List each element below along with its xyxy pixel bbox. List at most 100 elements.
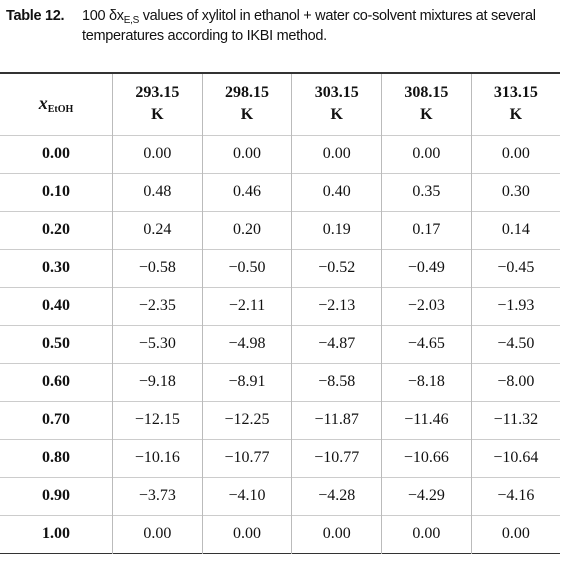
table-cell: 0.00 [201,514,292,553]
header-temperature: 298.15 [225,84,270,102]
table-cell: −3.73 [112,476,203,515]
header-cell: 308.15 K [381,72,472,135]
table-cell: 0.14 [470,210,560,249]
table-cell: −2.35 [112,286,203,325]
caption-prefix: 100 δx [82,8,124,24]
table-row: 0.60 −9.18 −8.91 −8.58 −8.18 −8.00 [0,362,560,401]
table-cell: −10.77 [291,438,382,477]
table-cell: 0.48 [112,172,203,211]
table-cell: 0.00 [470,134,560,173]
header-cell: 313.15 K [470,72,560,135]
header-cell: 293.15 K [112,72,203,135]
table-cell: −8.91 [201,362,292,401]
header-cell: 303.15 K [291,72,382,135]
caption-rest: values of xylitol in ethanol + water co-… [82,8,536,44]
table-cell: 0.35 [381,172,472,211]
table-cell: 0.20 [201,210,292,249]
table-cell: −12.15 [112,400,203,439]
caption-text: 100 δxE,S values of xylitol in ethanol +… [82,6,552,46]
table-row: 0.20 0.24 0.20 0.19 0.17 0.14 [0,210,560,249]
header-unit: K [509,106,523,124]
table-cell: −5.30 [112,324,203,363]
table-cell: −9.18 [112,362,203,401]
table-row: 0.90 −3.73 −4.10 −4.28 −4.29 −4.16 [0,476,560,515]
table-cell: 0.19 [291,210,382,249]
table-cell: −11.46 [381,400,472,439]
header-temperature: 308.15 [404,84,449,102]
table-cell: −4.28 [291,476,382,515]
table-cell: −4.98 [201,324,292,363]
table-cell: 0.00 [201,134,292,173]
table-row: 0.70 −12.15 −12.25 −11.87 −11.46 −11.32 [0,400,560,439]
data-table: xEtOH 293.15 K 298.15 K 303.15 K 308.15 K 313.15… [0,72,560,554]
header-unit: K [151,106,164,124]
header-cell: xEtOH [0,72,113,135]
header-symbol: x [38,93,48,114]
row-label: 0.10 [0,172,113,211]
table-row: 0.10 0.48 0.46 0.40 0.35 0.30 [0,172,560,211]
table-cell: −11.32 [470,400,560,439]
table-cell: −12.25 [201,400,292,439]
header-unit: K [420,106,433,124]
table-row: 0.40 −2.35 −2.11 −2.13 −2.03 −1.93 [0,286,560,325]
table-cell: −4.50 [470,324,560,363]
table-row: 0.80 −10.16 −10.77 −10.77 −10.66 −10.64 [0,438,560,477]
table-cell: −10.64 [470,438,560,477]
table-cell: −10.16 [112,438,203,477]
table-cell: 0.24 [112,210,203,249]
table-cell: 0.00 [470,514,560,553]
caption-subscript: E,S [123,15,140,26]
table-row: 0.00 0.00 0.00 0.00 0.00 0.00 [0,134,560,173]
table-cell: −10.66 [381,438,472,477]
table-row: 0.30 −0.58 −0.50 −0.52 −0.49 −0.45 [0,248,560,287]
header-cell: 298.15 K [201,72,292,135]
table-cell: 0.00 [112,514,203,553]
header-subscript: EtOH [47,104,74,116]
header-unit: K [330,106,343,124]
table-cell: 0.00 [291,514,382,553]
table-cell: −4.10 [201,476,292,515]
row-label: 0.00 [0,134,113,173]
table-cell: −4.87 [291,324,382,363]
table-cell: −8.18 [381,362,472,401]
table-cell: −4.29 [381,476,472,515]
table-cell: −4.16 [470,476,560,515]
header-temperature: 303.15 [314,84,359,102]
table-cell: 0.30 [470,172,560,211]
table-body: 0.00 0.00 0.00 0.00 0.00 0.00 0.10 0.48 0.46 0.40… [0,134,560,553]
table-cell: −0.50 [201,248,292,287]
table-cell: −2.03 [381,286,472,325]
table-cell: −10.77 [201,438,292,477]
row-label: 0.70 [0,400,113,439]
table-row: 1.00 0.00 0.00 0.00 0.00 0.00 [0,514,560,553]
row-label: 0.40 [0,286,113,325]
table-cell: 0.00 [381,134,472,173]
table-cell: 0.40 [291,172,382,211]
caption: Table 12. 100 δxE,S values of xylitol in … [6,6,566,46]
header-temperature: 313.15 [493,84,538,102]
row-label: 0.80 [0,438,113,477]
table-cell: −0.58 [112,248,203,287]
header-unit: K [240,106,254,124]
table-row: 0.50 −5.30 −4.98 −4.87 −4.65 −4.50 [0,324,560,363]
row-label: 0.20 [0,210,113,249]
table-cell: −0.49 [381,248,472,287]
row-label: 1.00 [0,514,113,553]
header-row: xEtOH 293.15 K 298.15 K 303.15 K 308.15 K 313.15… [0,72,560,135]
row-label: 0.30 [0,248,113,287]
table-cell: 0.17 [381,210,472,249]
table-cell: −0.52 [291,248,382,287]
row-label: 0.90 [0,476,113,515]
table-cell: −1.93 [470,286,560,325]
table-cell: −4.65 [381,324,472,363]
table-cell: −2.11 [201,286,292,325]
row-label: 0.50 [0,324,113,363]
table-cell: 0.00 [381,514,472,553]
table-cell: −8.58 [291,362,382,401]
table-cell: −2.13 [291,286,382,325]
table-cell: 0.46 [201,172,292,211]
row-label: 0.60 [0,362,113,401]
header-temperature: 293.15 [135,84,180,102]
caption-label: Table 12. [6,8,65,24]
